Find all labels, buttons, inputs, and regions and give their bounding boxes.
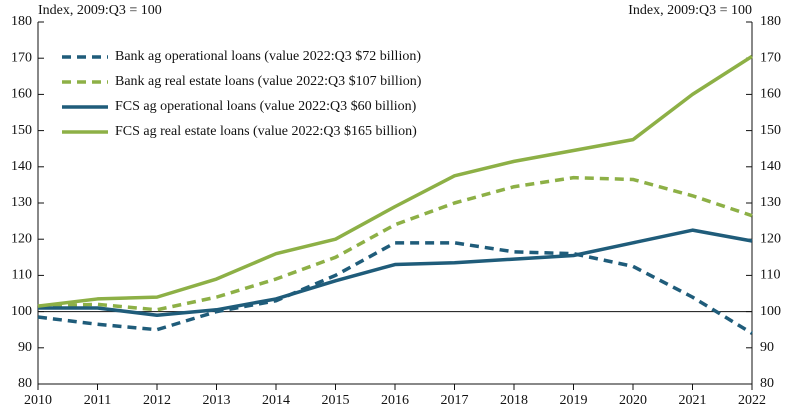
x-tick-label: 2015	[322, 393, 350, 408]
series-line	[37, 54, 753, 308]
y2-tick-label: 170	[760, 50, 781, 65]
y-tick-label: 180	[11, 14, 32, 29]
y2-tick-label: 140	[760, 159, 781, 174]
y2-tick-label: 160	[760, 87, 781, 102]
y-axis-label: Index, 2009:Q3 = 100	[38, 3, 162, 18]
y-tick-label: 140	[11, 159, 32, 174]
x-tick-label: 2017	[441, 393, 469, 408]
y2-tick-label: 150	[760, 123, 781, 138]
x-tick-label: 2016	[381, 393, 409, 408]
y2-tick-label: 90	[760, 340, 774, 355]
x-tick-label: 2012	[143, 393, 171, 408]
x-tick-label: 2010	[24, 393, 52, 408]
y-tick-label: 170	[11, 50, 32, 65]
y-tick-label: 80	[18, 376, 32, 391]
x-tick-label: 2022	[738, 393, 766, 408]
y2-tick-label: 180	[760, 14, 781, 29]
y2-tick-label: 110	[760, 268, 780, 283]
y-tick-label: 150	[11, 123, 32, 138]
y-tick-label: 110	[12, 268, 32, 283]
legend-label: Bank ag real estate loans (value 2022:Q3…	[115, 74, 422, 89]
y2-tick-label: 80	[760, 376, 774, 391]
series-line	[37, 241, 753, 335]
y-tick-label: 90	[18, 340, 32, 355]
x-tick-label: 2019	[560, 393, 588, 408]
legend-label: Bank ag operational loans (value 2022:Q3…	[115, 49, 421, 64]
y-tick-label: 130	[11, 195, 32, 210]
x-tick-label: 2014	[262, 393, 290, 408]
legend-label: FCS ag operational loans (value 2022:Q3 …	[115, 99, 417, 114]
y2-tick-label: 120	[760, 231, 781, 246]
x-tick-label: 2011	[84, 393, 111, 408]
y2-tick-label: 130	[760, 195, 781, 210]
x-tick-label: 2020	[619, 393, 647, 408]
legend-label: FCS ag real estate loans (value 2022:Q3 …	[115, 124, 417, 139]
x-tick-label: 2021	[679, 393, 707, 408]
x-tick-label: 2013	[203, 393, 231, 408]
x-tick-label: 2018	[500, 393, 528, 408]
y-tick-label: 120	[11, 231, 32, 246]
y-tick-label: 100	[11, 304, 32, 319]
series-line	[37, 175, 753, 312]
y2-tick-label: 100	[760, 304, 781, 319]
y2-axis-label: Index, 2009:Q3 = 100	[628, 3, 752, 18]
y-tick-label: 160	[11, 87, 32, 102]
series-line	[38, 228, 753, 317]
